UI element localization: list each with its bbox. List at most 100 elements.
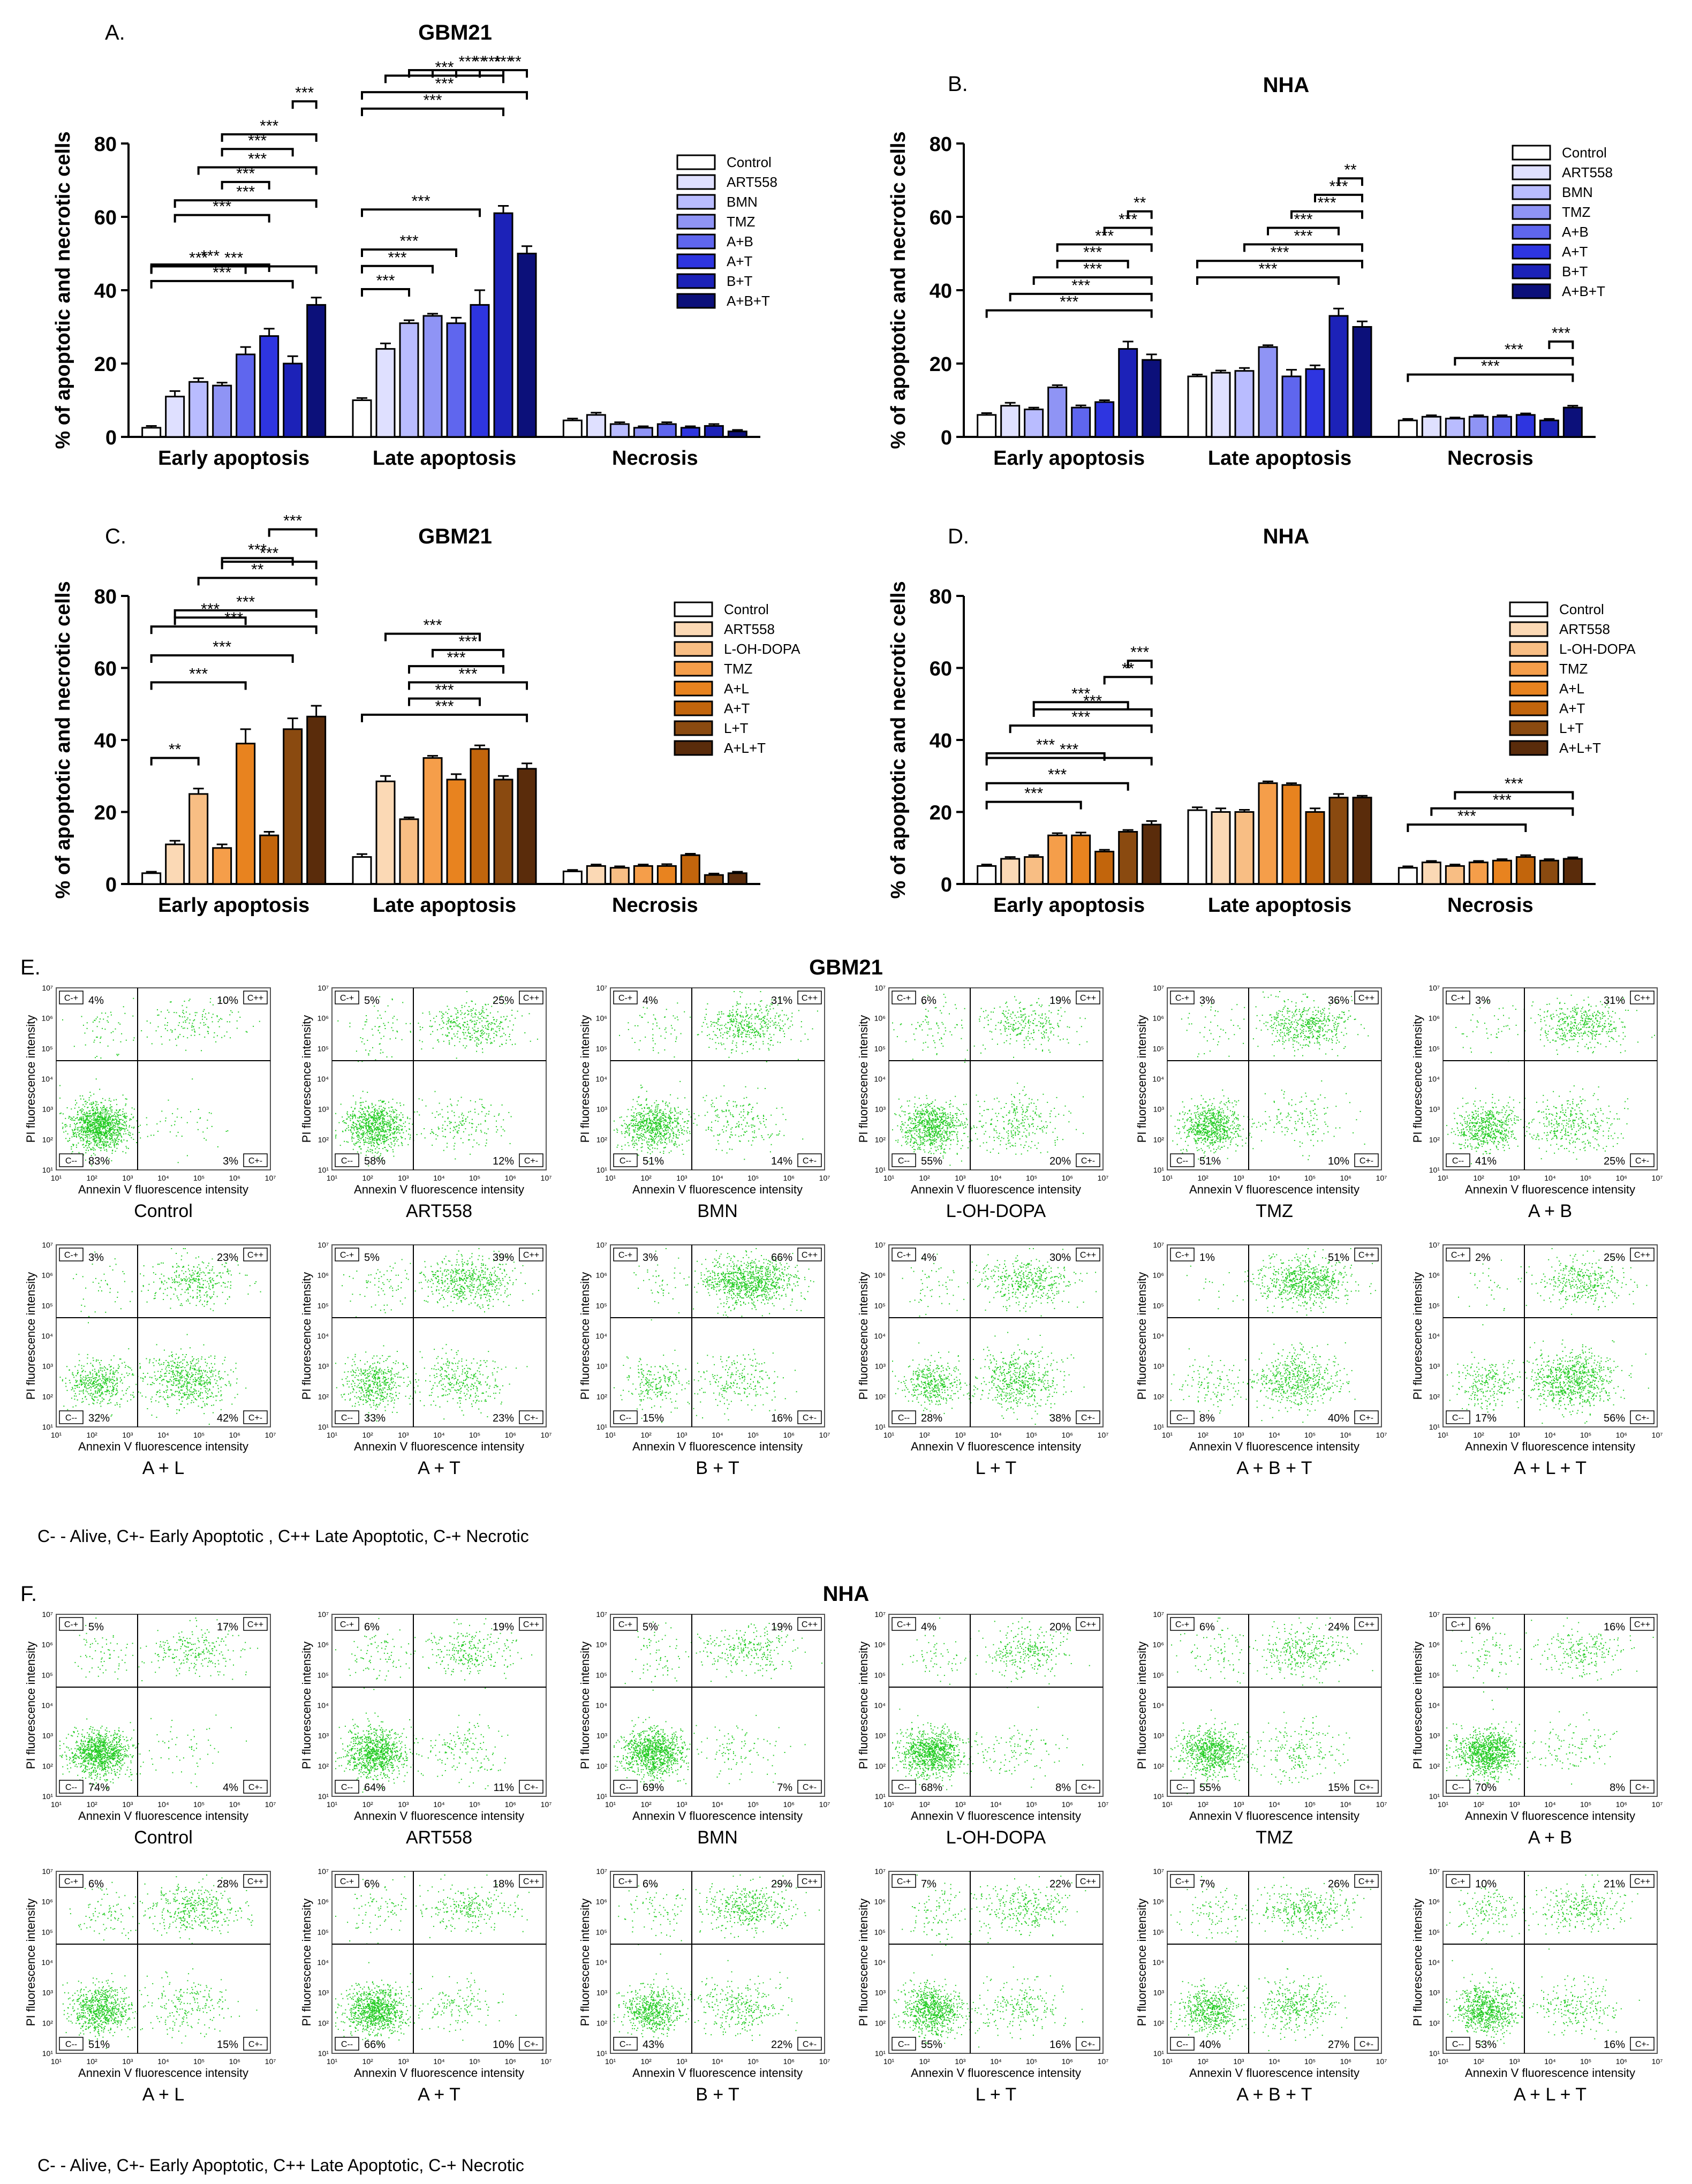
legend-swatch xyxy=(1509,681,1549,697)
significance-bracket xyxy=(173,199,318,208)
pct-upper-right: 39% xyxy=(493,1252,514,1264)
significance-bracket xyxy=(221,561,318,570)
quadrant-tag-box xyxy=(59,1780,84,1794)
y-tick-label: 10² xyxy=(42,1392,54,1401)
panel-label: E. xyxy=(20,956,41,979)
significance-bracket xyxy=(384,632,481,641)
dot-plot-frame xyxy=(56,1244,271,1427)
quadrant-tag-box xyxy=(1076,1617,1100,1631)
footnote: C- - Alive, C+- Early Apoptotic , C++ La… xyxy=(37,1526,529,1546)
chart-title: GBM21 xyxy=(418,525,492,548)
pct-upper-left: 6% xyxy=(364,1878,380,1890)
quadrant-tag: C-- xyxy=(1452,1414,1464,1423)
dot-cloud xyxy=(335,1618,533,1793)
bar-ART558-1 xyxy=(1211,372,1231,438)
pct-lower-right: 14% xyxy=(771,1155,792,1167)
bar-A+B+T-0 xyxy=(306,304,327,438)
pct-upper-left: 10% xyxy=(1475,1878,1497,1890)
y-tick-label: 10⁴ xyxy=(874,1701,886,1710)
quadrant-tag: C-+ xyxy=(340,994,354,1003)
y-tick-label: 40 xyxy=(94,280,117,303)
y-axis-label: PI fluorescence intensity xyxy=(578,1015,592,1143)
x-tick-label: 10⁶ xyxy=(505,1800,516,1809)
x-tick-label: 10⁶ xyxy=(229,1431,240,1439)
quadrant-tag-box xyxy=(1076,1780,1100,1794)
y-axis-label: PI fluorescence intensity xyxy=(1411,1272,1424,1400)
x-tick-label: 10⁶ xyxy=(783,1174,795,1182)
y-axis-label: % of apoptotic and necrotic cells xyxy=(52,581,74,898)
x-tick-label: 10³ xyxy=(955,1431,966,1439)
x-axis-label: Annexin V fluorescence intensity xyxy=(1189,1183,1359,1196)
significance-label: *** xyxy=(1457,807,1476,825)
legend-label: TMZ xyxy=(1559,661,1588,677)
significance-label: *** xyxy=(283,512,302,530)
quadrant-tag: C-- xyxy=(620,1783,631,1792)
condition-label: L-OH-DOPA xyxy=(946,1827,1046,1848)
panel-label: C. xyxy=(105,525,126,548)
x-tick-label: 10⁵ xyxy=(1304,1431,1316,1439)
bar-TMZ-1 xyxy=(422,315,443,438)
significance-label: *** xyxy=(189,665,208,683)
significance-label: *** xyxy=(236,593,255,611)
quadrant-tag-box xyxy=(797,1780,822,1794)
x-tick-label: 10⁴ xyxy=(712,1174,723,1182)
quadrant-tag-box xyxy=(892,1617,916,1631)
significance-label: *** xyxy=(435,58,454,76)
legend-label: A+T xyxy=(724,700,750,716)
y-tick-label: 80 xyxy=(930,133,952,156)
pct-upper-left: 6% xyxy=(1199,1621,1215,1633)
panel-label: B. xyxy=(948,72,968,96)
x-tick-label: 10² xyxy=(1474,1800,1485,1809)
pct-upper-left: 7% xyxy=(1199,1878,1215,1890)
quadrant-tag-box xyxy=(59,1410,84,1424)
significance-label: *** xyxy=(248,132,267,149)
pct-lower-right: 20% xyxy=(1049,1155,1071,1167)
quadrant-tag-box xyxy=(1170,1617,1195,1631)
y-tick-label: 10⁶ xyxy=(1153,1014,1164,1023)
x-tick-label: 10⁴ xyxy=(712,2057,723,2066)
pct-upper-left: 6% xyxy=(88,1878,104,1890)
legend-swatch xyxy=(1512,263,1551,279)
significance-bracket xyxy=(432,648,504,658)
condition-label: A + B + T xyxy=(1236,2084,1312,2105)
x-tick-label: 10⁵ xyxy=(1304,2057,1316,2066)
x-tick-label: 10⁴ xyxy=(1544,2057,1556,2066)
quadrant-tag: C+- xyxy=(248,1157,262,1166)
pct-lower-left: 64% xyxy=(364,1782,386,1794)
quadrant-tag-box xyxy=(1076,991,1100,1004)
dot-plot-frame xyxy=(1442,1871,1658,2054)
quadrant-tag: C-+ xyxy=(1175,994,1189,1003)
x-axis-label: Annexin V fluorescence intensity xyxy=(911,1809,1081,1823)
pct-upper-left: 3% xyxy=(643,1252,658,1264)
quadrant-tag: C+- xyxy=(803,2040,817,2049)
quadrant-tag: C++ xyxy=(247,1251,263,1260)
y-tick-label: 10¹ xyxy=(1153,1166,1165,1174)
x-tick-label: 10⁷ xyxy=(265,1174,276,1182)
x-tick-label: 10⁷ xyxy=(1652,1800,1663,1809)
bar-L-OH-DOPA-0 xyxy=(1024,856,1044,885)
quadrant-tag-box xyxy=(1354,1780,1379,1794)
dot-cloud xyxy=(892,1248,1097,1425)
quadrant-tag: C++ xyxy=(1080,994,1096,1003)
x-tick-label: 10⁴ xyxy=(990,2057,1002,2066)
pct-lower-right: 12% xyxy=(493,1155,514,1167)
y-tick-label: 10⁵ xyxy=(1429,1928,1440,1936)
bar-A+T-0 xyxy=(259,834,280,885)
y-tick-label: 10⁵ xyxy=(1153,1928,1164,1936)
legend-label: L+T xyxy=(724,720,749,736)
y-tick-label: 10³ xyxy=(318,1989,329,1997)
bar-A+B+T-0 xyxy=(1142,359,1162,438)
quadrant-tag-box xyxy=(519,1874,543,1888)
quadrant-tag-box xyxy=(519,1780,543,1794)
pct-lower-left: 55% xyxy=(1199,1782,1221,1794)
y-tick-label: 10⁶ xyxy=(596,1898,607,1906)
quadrant-tag: C-+ xyxy=(64,1877,78,1886)
quadrant-tag-box xyxy=(1446,1780,1470,1794)
quadrant-tag: C-+ xyxy=(340,1877,354,1886)
legend-label: Control xyxy=(1562,145,1607,161)
x-category-label: Necrosis xyxy=(612,894,698,917)
y-tick-label: 10⁴ xyxy=(41,1075,53,1083)
y-tick-label: 10⁵ xyxy=(42,1671,53,1679)
